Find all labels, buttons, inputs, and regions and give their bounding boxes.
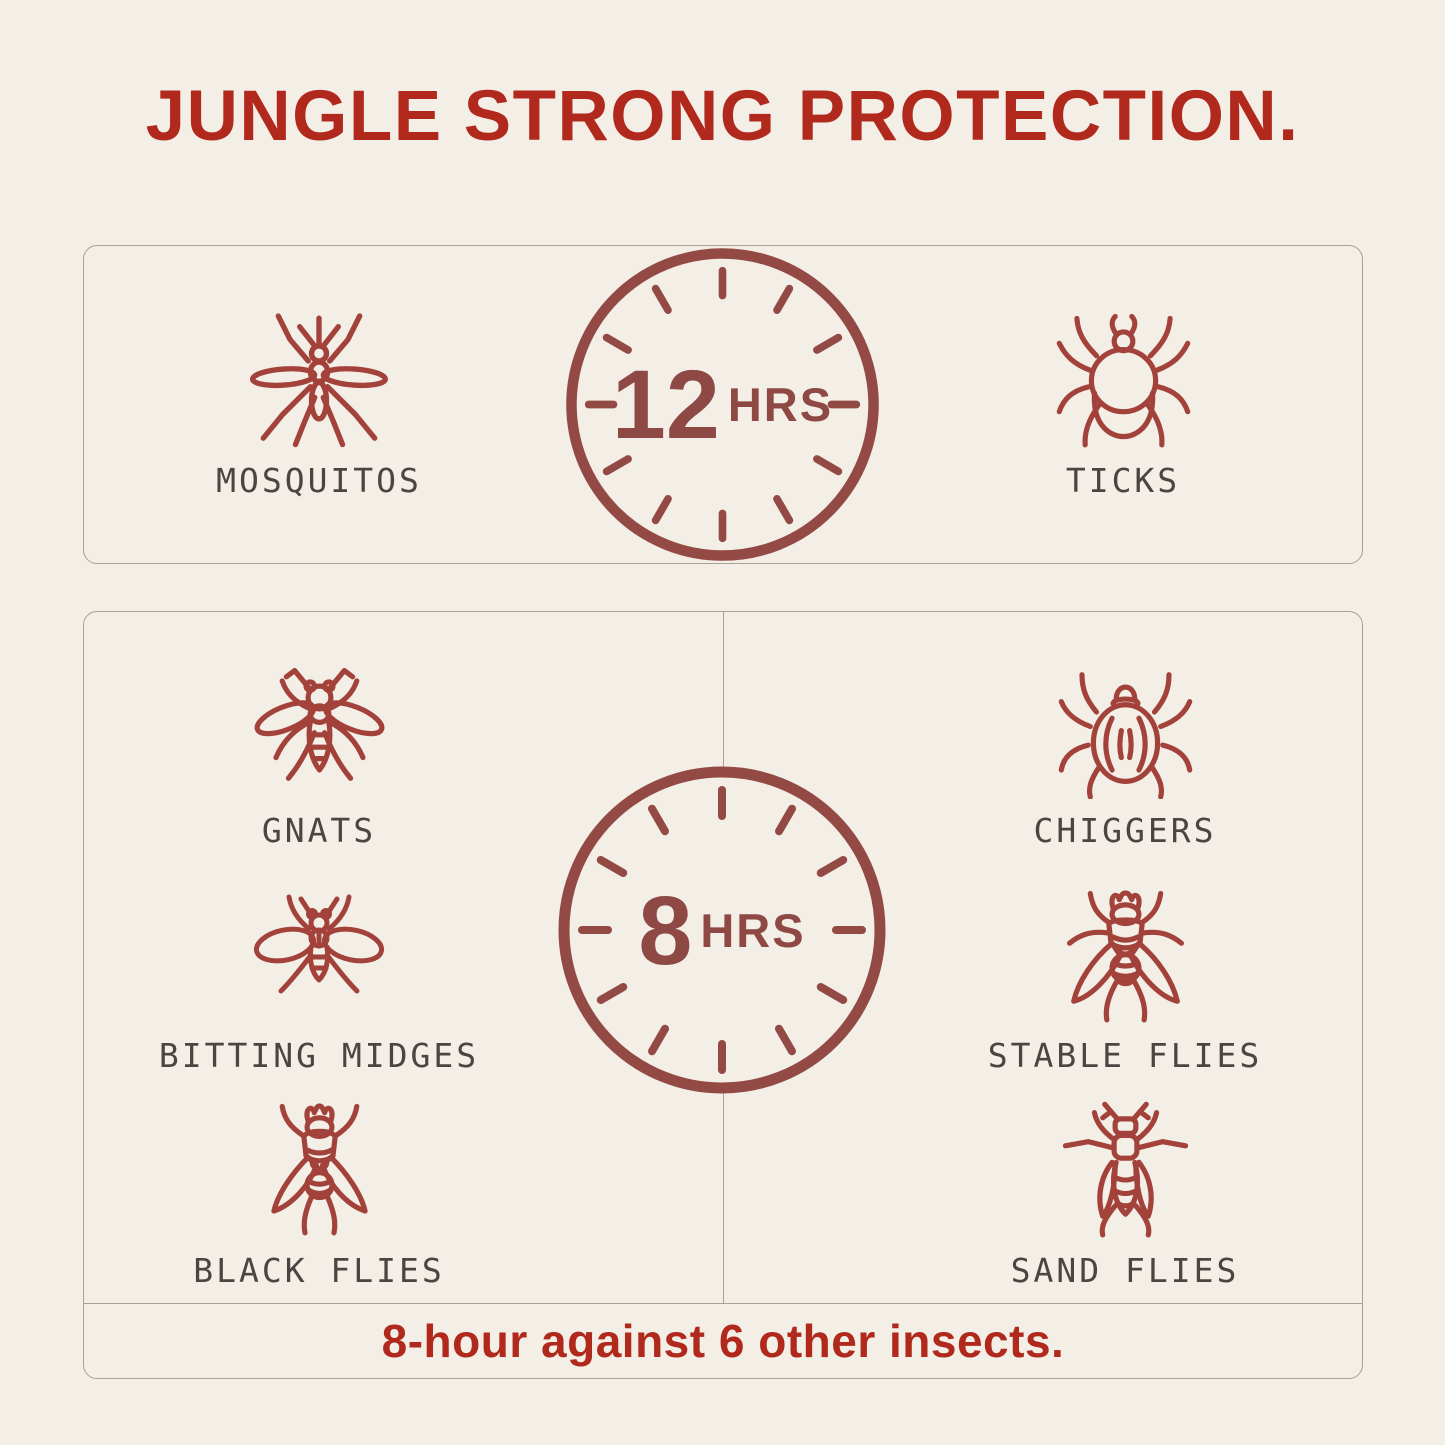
insect-label: BLACK FLIES xyxy=(193,1251,445,1290)
clock-12hrs: 12 HRS xyxy=(560,242,885,567)
insect-label: STABLE FLIES xyxy=(987,1036,1263,1075)
clock-hours-unit: HRS xyxy=(700,903,806,957)
footer-text: 8-hour against 6 other insects. xyxy=(381,1315,1065,1367)
insect-cell-mosquitos: MOSQUITOS xyxy=(109,301,529,500)
clock-face-icon xyxy=(566,248,879,561)
page-title: JUNGLE STRONG PROTECTION. xyxy=(145,77,1300,156)
insect-label: BITTING MIDGES xyxy=(158,1036,480,1075)
insect-cell-black-flies: BLACK FLIES xyxy=(89,1091,549,1290)
insect-cell-gnats: GNATS xyxy=(89,651,549,850)
mosquito-icon xyxy=(249,313,389,448)
tick-icon xyxy=(1056,313,1190,447)
insect-cell-bitting-midges: BITTING MIDGES xyxy=(89,876,549,1075)
insect-label: TICKS xyxy=(1065,461,1181,500)
clock-hours-unit: HRS xyxy=(727,378,834,431)
chigger-icon xyxy=(1058,671,1192,799)
insect-label: MOSQUITOS xyxy=(216,461,422,500)
gnat-icon xyxy=(254,667,384,781)
footer-bar: 8-hour against 6 other insects. xyxy=(84,1303,1362,1378)
insect-label: GNATS xyxy=(261,811,377,850)
insect-cell-ticks: TICKS xyxy=(913,301,1333,500)
clock-hours-value: 12 xyxy=(611,350,720,459)
biting-midge-icon xyxy=(253,894,385,994)
insect-cell-chiggers: CHIGGERS xyxy=(895,651,1355,850)
clock-8hrs: 8 HRS xyxy=(552,760,892,1100)
black-fly-icon xyxy=(270,1102,368,1235)
sand-fly-icon xyxy=(1062,1101,1188,1237)
insect-label: CHIGGERS xyxy=(1033,811,1217,850)
insect-label: SAND FLIES xyxy=(1010,1251,1240,1290)
clock-hours-value: 8 xyxy=(638,875,693,985)
stable-fly-icon xyxy=(1066,889,1184,1022)
clock-face-icon xyxy=(558,766,886,1094)
insect-cell-sand-flies: SAND FLIES xyxy=(895,1091,1355,1290)
insect-cell-stable-flies: STABLE FLIES xyxy=(895,876,1355,1075)
